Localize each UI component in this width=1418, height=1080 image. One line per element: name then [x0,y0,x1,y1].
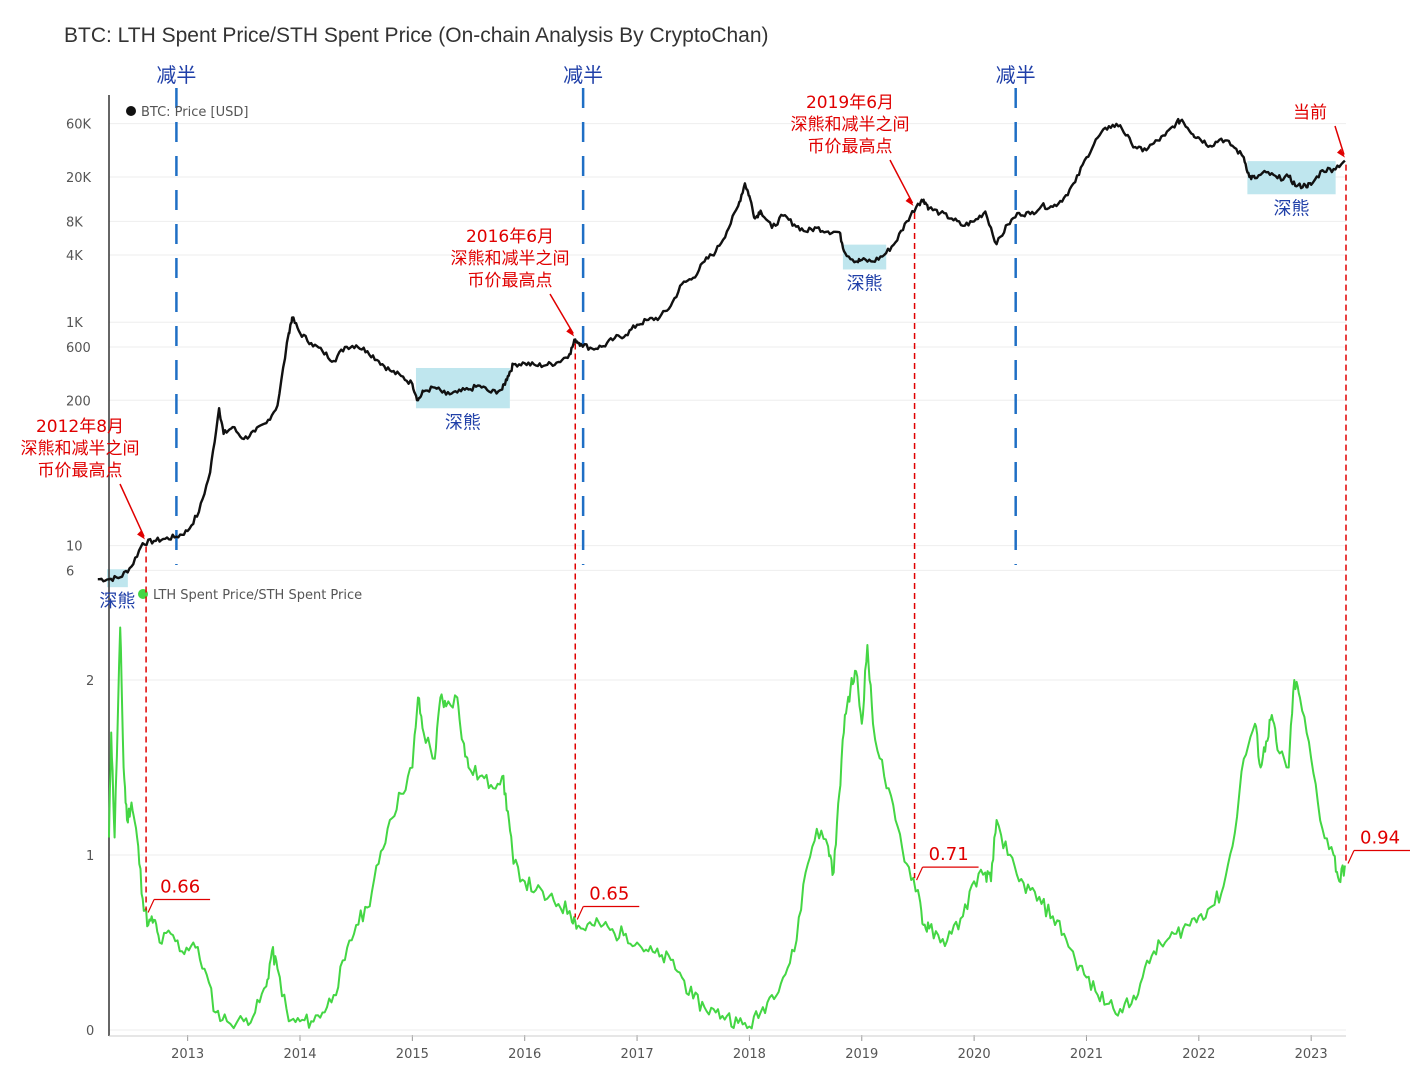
ratio-y-tick-label: 0 [86,1024,94,1039]
callout-text: 2019年6月 [806,93,894,113]
callout-text: 币价最高点 [468,271,553,291]
callout-arrow [889,159,914,204]
ratio-value-label: 0.94 [1360,828,1400,849]
callout-text: 2016年6月 [466,227,554,247]
price-y-tick-label: 60K [66,118,92,133]
bear-zone-label: 深熊 [847,273,883,294]
price-y-tick-label: 20K [66,171,92,186]
price-y-tick-label: 600 [66,341,91,356]
price-y-tick-label: 8K [66,215,83,230]
x-tick-label: 2020 [958,1047,991,1062]
x-tick-label: 2018 [733,1047,766,1062]
callout-arrowhead [905,197,914,207]
x-tick-label: 2016 [508,1047,541,1062]
legends: BTC: Price [USD] LTH Spent Price/STH Spen… [126,105,362,603]
ratio-line [108,626,1346,1030]
x-tick-label: 2017 [621,1047,654,1062]
ratio-legend-label: LTH Spent Price/STH Spent Price [153,588,362,603]
ratio-value-label: 0.66 [160,877,200,898]
grid-layer [109,123,1346,1031]
ratio-y-tick-label: 2 [86,674,94,689]
price-series [97,117,1346,583]
x-tick-label: 2022 [1182,1047,1215,1062]
x-tick-label: 2019 [845,1047,878,1062]
callout-arrowhead [566,327,575,337]
callout-text: 币价最高点 [38,461,123,481]
callout-arrowhead [137,530,146,540]
x-tick-label: 2015 [396,1047,429,1062]
value-arrow [147,899,155,913]
halving-label: 减半 [563,63,603,87]
price-legend-label: BTC: Price [USD] [141,105,248,120]
x-tick-label: 2014 [283,1047,316,1062]
callout-arrow [119,483,145,537]
bear-zones [107,161,1336,588]
halving-label: 减半 [156,63,196,87]
callout-arrow [549,293,574,334]
price-y-tick-label: 1K [66,316,83,331]
price-y-tick-label: 200 [66,394,91,409]
callout-text: 深熊和减半之间 [791,115,910,135]
callout-text: 深熊和减半之间 [451,249,570,269]
ratio-value-label: 0.65 [589,884,629,905]
x-tick-label: 2013 [171,1047,204,1062]
chart-title: BTC: LTH Spent Price/STH Spent Price (On… [64,24,769,47]
bear-zone-label: 深熊 [445,412,481,433]
halving-lines [175,88,1017,565]
price-legend-dot [126,106,136,116]
value-arrow [916,866,924,881]
callout-text: 2012年8月 [36,417,124,437]
x-tick-label: 2023 [1295,1047,1328,1062]
ratio-value-label: 0.71 [929,844,969,865]
callout-arrowhead [1337,148,1345,158]
callout-text: 当前 [1293,103,1327,123]
ratio-series [108,626,1346,1030]
value-arrow [1347,850,1355,864]
callout-text: 深熊和减半之间 [21,439,140,459]
callout-text: 币价最高点 [808,137,893,157]
callout-arrow [1334,125,1345,155]
value-arrow [576,906,584,920]
halving-label: 减半 [996,63,1036,87]
x-tick-label: 2021 [1070,1047,1103,1062]
bear-zone-label: 深熊 [99,591,135,612]
price-y-tick-label: 4K [66,249,83,264]
price-y-tick-label: 6 [66,564,74,579]
bear-zone-label: 深熊 [1274,198,1310,219]
price-y-tick-label: 10 [66,540,83,555]
price-line [97,117,1346,583]
ratio-y-tick-label: 1 [86,849,94,864]
